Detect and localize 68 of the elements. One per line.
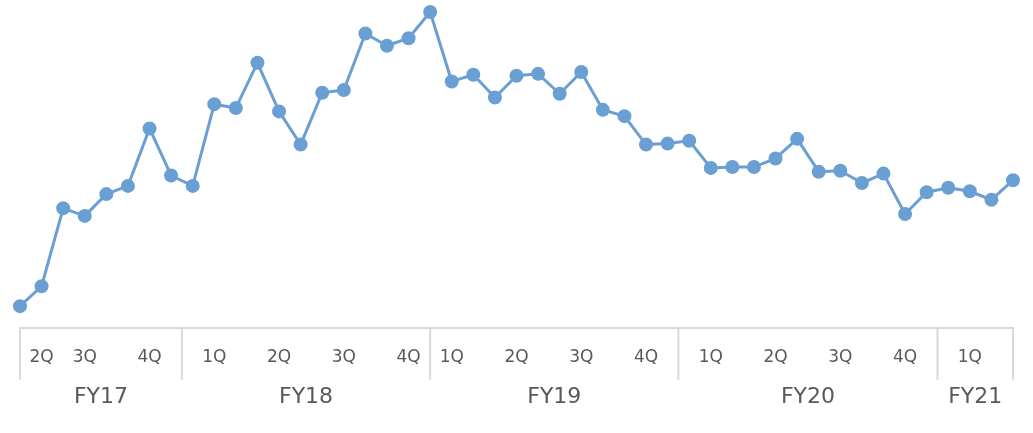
- point: [876, 166, 891, 181]
- x-tick-label: 3Q: [331, 346, 356, 367]
- text: FY20: [780, 383, 835, 409]
- point: [207, 97, 222, 112]
- x-tick-label: 4Q: [137, 346, 162, 367]
- point: [13, 299, 27, 314]
- x-tick-label: 2Q: [29, 346, 54, 367]
- point: [725, 159, 740, 174]
- point: [639, 137, 654, 152]
- point: [811, 164, 826, 179]
- point: [919, 185, 934, 200]
- point: [142, 121, 157, 136]
- point: [358, 26, 373, 41]
- point: [682, 133, 697, 148]
- point: [509, 68, 524, 83]
- text: FY17: [73, 383, 128, 409]
- point: [898, 206, 913, 221]
- x-tick-label: 2Q: [266, 346, 292, 367]
- point: [574, 64, 589, 79]
- point: [185, 178, 200, 193]
- point: [941, 180, 956, 195]
- point: [790, 131, 805, 146]
- point: [99, 187, 114, 202]
- point: [250, 55, 265, 70]
- x-tick-label: 2Q: [504, 346, 529, 367]
- point: [401, 31, 416, 46]
- point: [293, 137, 308, 152]
- point: [164, 168, 179, 183]
- x-tick-label: 3Q: [72, 346, 97, 367]
- point: [595, 102, 610, 117]
- x-tick-label: 4Q: [633, 346, 659, 367]
- x-tick-label: 2Q: [763, 346, 788, 367]
- point: [854, 176, 869, 191]
- point: [444, 74, 459, 89]
- point: [962, 184, 977, 199]
- x-tick-label: 3Q: [569, 346, 594, 367]
- point: [487, 90, 502, 105]
- x-tick-label: 1Q: [957, 346, 982, 367]
- point: [984, 192, 999, 207]
- point: [660, 136, 675, 151]
- x-tick-label: 1Q: [439, 346, 464, 367]
- point: [336, 82, 351, 97]
- point: [56, 201, 71, 216]
- point: [466, 67, 481, 82]
- point: [77, 208, 92, 223]
- point: [833, 163, 848, 178]
- point: [746, 159, 761, 174]
- x-tick-label: 1Q: [202, 346, 227, 367]
- point: [423, 5, 438, 19]
- point: [531, 66, 546, 81]
- point: [228, 100, 243, 115]
- text: FY18: [278, 383, 334, 409]
- point: [379, 38, 394, 53]
- point: [315, 85, 330, 100]
- x-tick-label: 4Q: [396, 346, 421, 367]
- point: [768, 151, 783, 166]
- point: [272, 104, 287, 119]
- point: [703, 160, 718, 175]
- x-tick-label: 3Q: [828, 346, 853, 367]
- text: FY21: [948, 383, 1003, 409]
- point: [34, 279, 49, 294]
- x-tick-label: 4Q: [892, 346, 918, 367]
- point: [120, 178, 135, 193]
- text: FY19: [527, 383, 582, 409]
- point: [617, 109, 632, 124]
- x-tick-label: 1Q: [698, 346, 723, 367]
- point: [1006, 173, 1020, 188]
- point: [552, 86, 567, 101]
